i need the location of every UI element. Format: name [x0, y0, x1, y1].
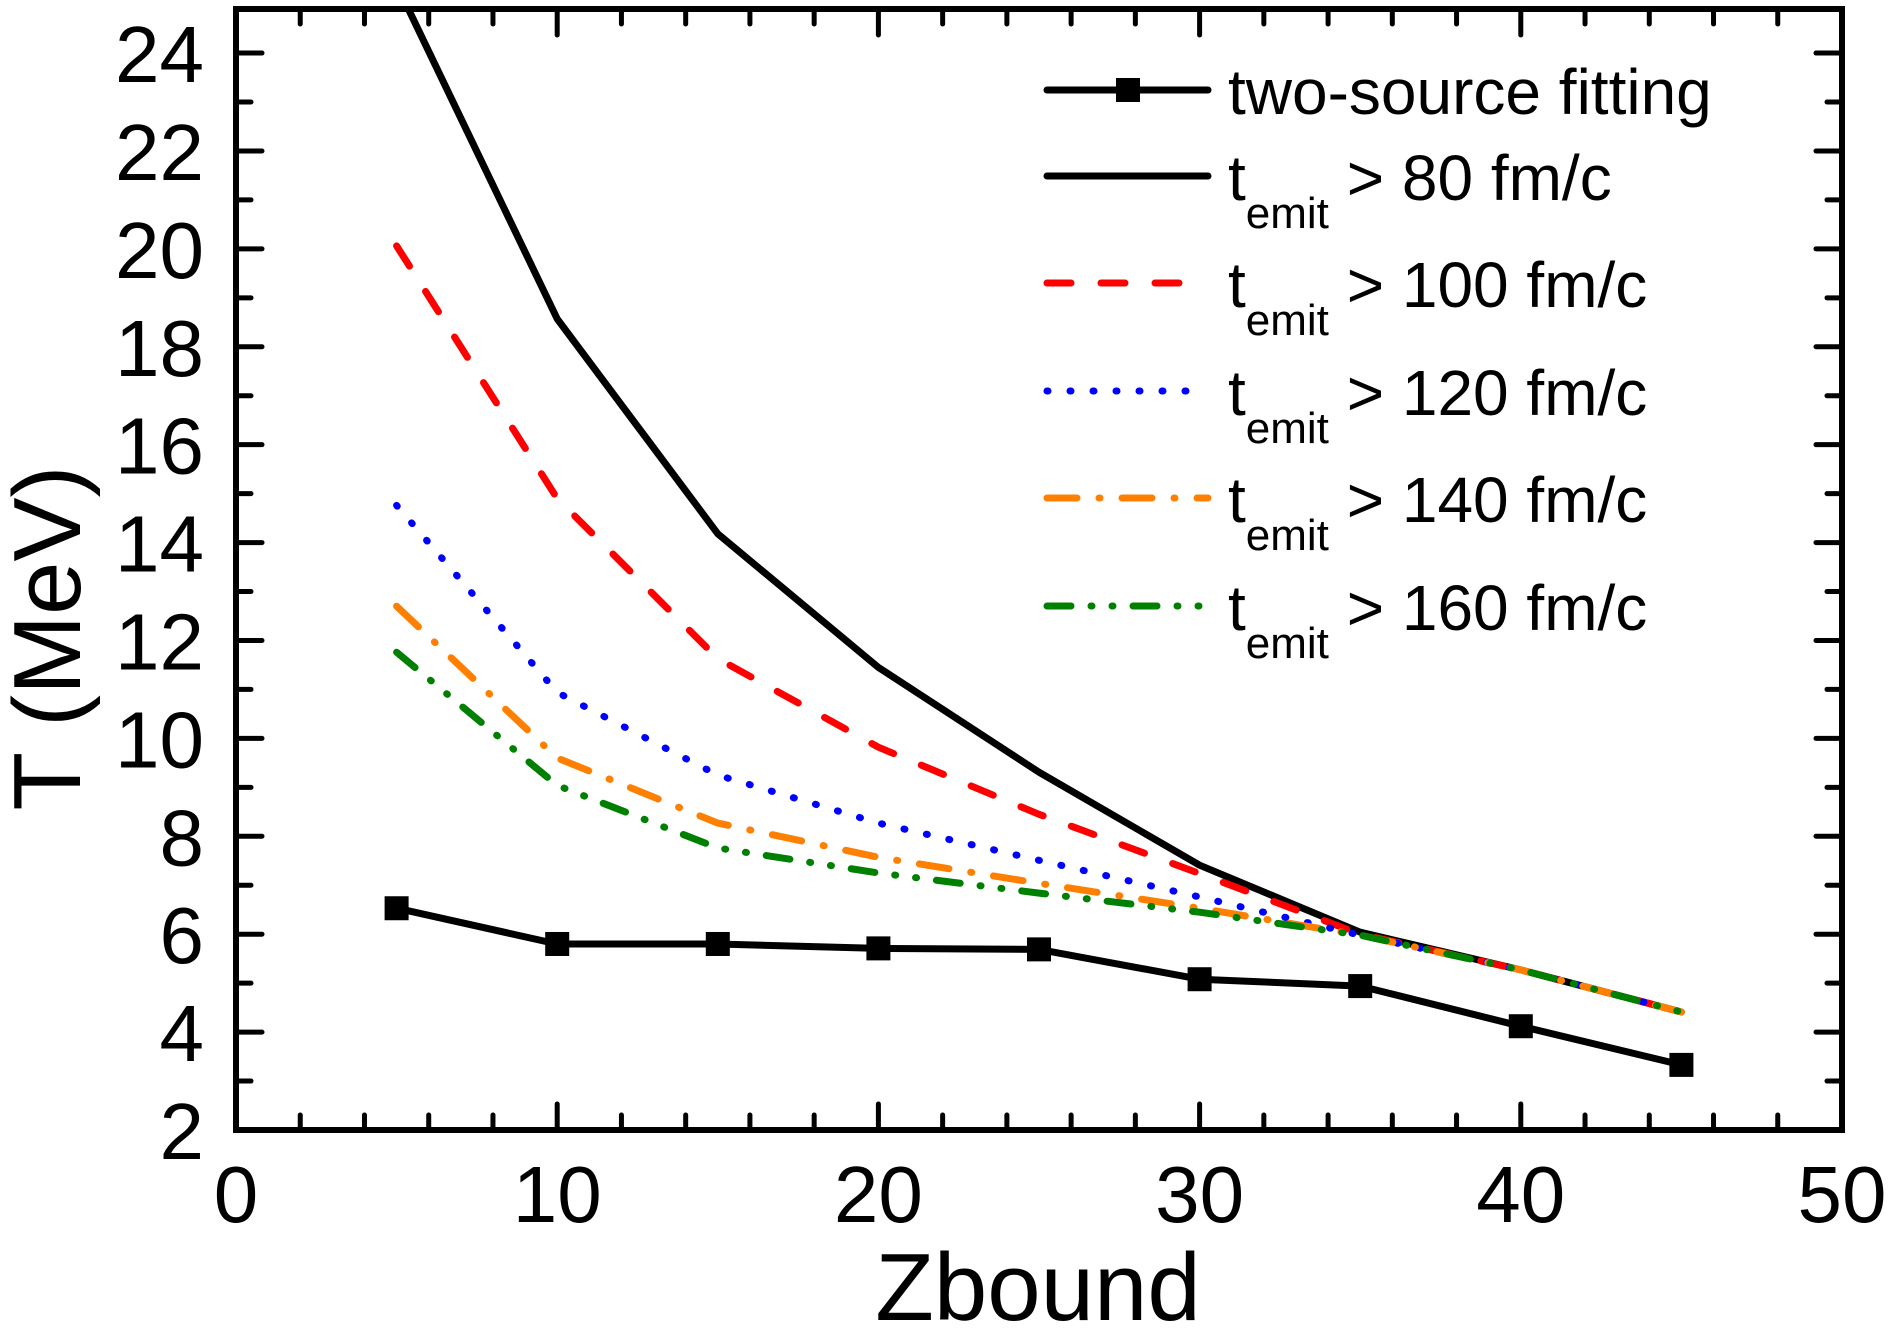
legend-item: temit > 160 fm/c: [1043, 572, 1647, 668]
legend-label: temit > 100 fm/c: [1228, 249, 1647, 345]
legend-item: temit > 100 fm/c: [1043, 249, 1647, 345]
x-tick-label: 30: [1155, 1150, 1244, 1239]
legend-label: temit > 160 fm/c: [1228, 572, 1647, 668]
legend-label-main: t: [1228, 572, 1246, 644]
y-axis-title: T (MeV): [0, 466, 101, 811]
y-tick-label: 14: [115, 500, 204, 589]
x-tick-label: 50: [1798, 1150, 1887, 1239]
legend-label-subscript: emit: [1246, 511, 1329, 560]
marker-layer: [384, 896, 1694, 1077]
data-point-marker: [1348, 974, 1373, 999]
legend-item: temit > 120 fm/c: [1043, 357, 1647, 453]
legend-label: temit > 80 fm/c: [1228, 142, 1612, 238]
x-tick-label: 10: [513, 1150, 602, 1239]
y-tick-label: 12: [115, 597, 204, 686]
x-axis-title: Zbound: [875, 1234, 1201, 1329]
legend-label-subscript: emit: [1246, 189, 1329, 238]
data-point-marker: [705, 931, 730, 956]
legend-item: temit > 140 fm/c: [1043, 464, 1647, 560]
legend-label-rest: > 100 fm/c: [1329, 249, 1647, 321]
y-tick-label: 22: [115, 108, 204, 197]
y-tick-label: 16: [115, 402, 204, 491]
data-point-marker: [384, 896, 409, 921]
y-tick-label: 8: [160, 793, 205, 882]
y-tick-label: 18: [115, 304, 204, 393]
legend-label: temit > 120 fm/c: [1228, 357, 1647, 453]
y-tick-label: 4: [160, 989, 205, 1078]
data-point-marker: [866, 936, 891, 961]
axes: [233, 6, 1845, 1133]
data-point-marker: [1508, 1014, 1533, 1039]
legend-label-rest: > 120 fm/c: [1329, 357, 1647, 429]
x-tick-label: 40: [1476, 1150, 1565, 1239]
legend-label: temit > 140 fm/c: [1228, 464, 1647, 560]
y-tick-label: 2: [160, 1087, 205, 1176]
legend-item: temit > 80 fm/c: [1043, 142, 1612, 238]
legend-label-rest: > 140 fm/c: [1329, 464, 1647, 536]
legend-label-main: t: [1228, 142, 1246, 214]
series-line-0: [393, 904, 1685, 1069]
data-point-marker: [1669, 1052, 1694, 1077]
legend-swatch-marker: [1116, 78, 1140, 102]
y-tick-label: 20: [115, 206, 204, 295]
legend-item: two-source fitting: [1043, 56, 1712, 128]
legend-label-main: t: [1228, 249, 1246, 321]
legend-label-rest: > 160 fm/c: [1329, 572, 1647, 644]
y-tick-label: 24: [115, 10, 204, 99]
legend-label-main: t: [1228, 357, 1246, 429]
legend-label-rest: > 80 fm/c: [1329, 142, 1612, 214]
x-tick-label: 0: [214, 1150, 259, 1239]
series-layer: [393, 9, 1685, 1069]
x-tick-label: 20: [834, 1150, 923, 1239]
legend-label-subscript: emit: [1246, 296, 1329, 345]
data-point-marker: [545, 931, 570, 956]
data-point-marker: [1187, 967, 1212, 992]
series-line-5: [393, 648, 1685, 1016]
legend-label-main: two-source fitting: [1228, 56, 1712, 128]
legend-label-subscript: emit: [1246, 404, 1329, 453]
legend-label-main: t: [1228, 464, 1246, 536]
plot-frame: [233, 6, 1845, 1133]
y-tick-label: 6: [160, 891, 205, 980]
legend-label: two-source fitting: [1228, 56, 1712, 128]
data-point-marker: [1027, 937, 1051, 962]
y-tick-label: 10: [115, 695, 204, 784]
legend-label-subscript: emit: [1246, 619, 1329, 668]
series-line-2: [393, 242, 1685, 1016]
